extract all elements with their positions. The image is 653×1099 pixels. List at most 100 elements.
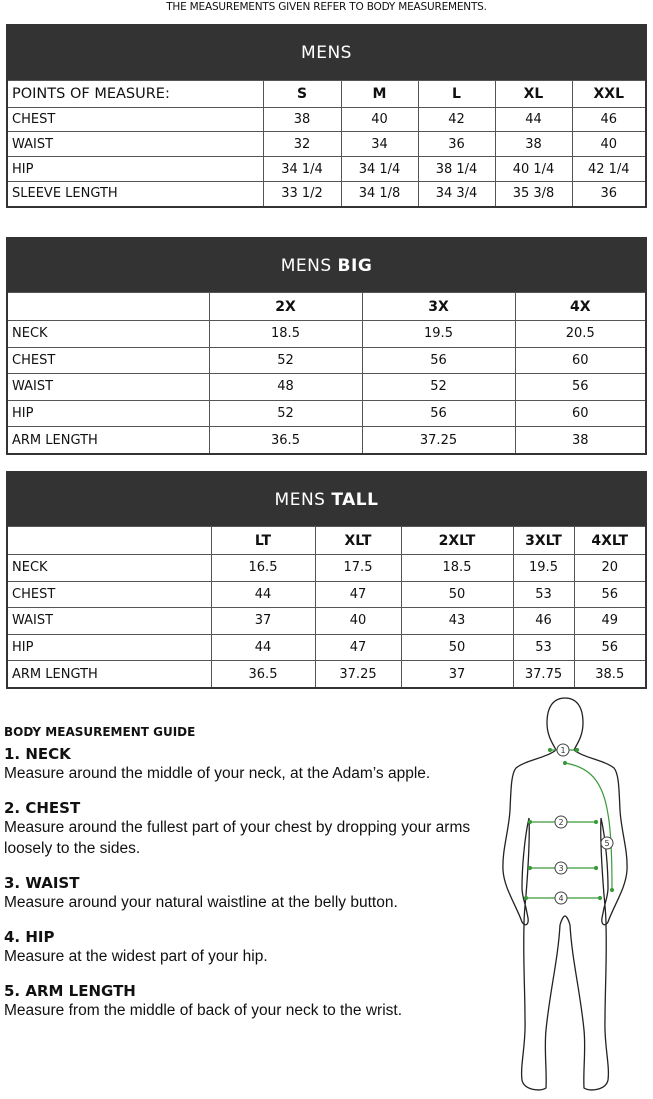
- measure-value: 37: [210, 607, 316, 635]
- measure-value: 60: [514, 399, 647, 428]
- measure-label: SLEEVE LENGTH: [6, 180, 264, 208]
- measure-value: 40: [571, 131, 647, 158]
- table-title: MENS: [7, 25, 646, 81]
- measure-value: 42 1/4: [571, 156, 647, 182]
- size-header: 4X: [514, 292, 647, 322]
- size-header: 2X: [208, 292, 363, 322]
- measure-value: 37.25: [361, 426, 516, 455]
- mens-tall-size-table: MENS TALL LT XLT 2XLT 3XLT 4XLT NECK 16.5 17.5 1…: [6, 471, 647, 689]
- measure-value: 40 1/4: [494, 156, 573, 182]
- measure-label: WAIST: [6, 373, 210, 401]
- measure-value: 48: [208, 373, 363, 401]
- measure-value: 37: [400, 660, 514, 689]
- measure-value: 44: [210, 633, 316, 662]
- measure-value: 56: [514, 373, 647, 401]
- measure-label: ARM LENGTH: [6, 660, 212, 689]
- measure-value: 34: [340, 131, 419, 158]
- size-header: XLT: [314, 526, 402, 556]
- table-row: WAIST 48 52 56: [6, 373, 647, 401]
- measure-value: 50: [400, 580, 514, 609]
- measure-label: HIP: [6, 399, 210, 428]
- measure-value: 34 1/4: [340, 156, 419, 182]
- guide-item-title: 3. WAIST: [4, 874, 80, 892]
- measure-label: NECK: [6, 554, 212, 582]
- measurement-note: THE MEASUREMENTS GIVEN REFER TO BODY MEA…: [166, 1, 487, 13]
- header-label: [6, 526, 212, 556]
- guide-title: BODY MEASUREMENT GUIDE: [4, 725, 196, 739]
- table-row: WAIST 37 40 43 46 49: [6, 607, 647, 635]
- marker-number: 5: [604, 839, 609, 848]
- marker-circle: [556, 743, 570, 757]
- measure-label: ARM LENGTH: [6, 426, 210, 455]
- marker-number: 3: [558, 864, 563, 873]
- table-row: ARM LENGTH 36.5 37.25 38: [6, 426, 647, 455]
- table-row: HIP 34 1/4 34 1/4 38 1/4 40 1/4 42 1/4: [6, 156, 647, 182]
- measure-value: 38: [514, 426, 647, 455]
- measure-label: HIP: [6, 156, 264, 182]
- measure-value: 56: [361, 346, 516, 375]
- size-header: 3XLT: [512, 526, 575, 556]
- measure-value: 34 1/8: [340, 180, 419, 208]
- body-measurement-guide: BODY MEASUREMENT GUIDE 1. NECK Measure ar…: [4, 725, 474, 1036]
- measure-value: 56: [361, 399, 516, 428]
- measure-value: 35 3/8: [494, 180, 573, 208]
- body-figure-illustration: 1 2 3 4 5: [502, 697, 628, 1091]
- header-label: POINTS OF MEASURE:: [6, 80, 264, 108]
- guide-item-text: Measure around the fullest part of your …: [4, 819, 471, 857]
- measure-value: 36.5: [210, 660, 316, 689]
- measure-value: 17.5: [314, 554, 402, 582]
- guide-item-text: Measure at the widest part of your hip.: [4, 948, 268, 965]
- measure-value: 44: [210, 580, 316, 609]
- measure-value: 46: [512, 607, 575, 635]
- measure-value: 52: [208, 346, 363, 375]
- table-row: NECK 18.5 19.5 20.5: [6, 320, 647, 348]
- measurement-lines: [523, 747, 615, 901]
- mens-size-table: MENS POINTS OF MEASURE: S M L XL XXL CHEST 38 40…: [6, 24, 647, 208]
- measure-value: 56: [573, 580, 647, 609]
- guide-item-title: 1. NECK: [4, 745, 71, 763]
- table-row: WAIST 32 34 36 38 40: [6, 131, 647, 158]
- header-label: [6, 292, 210, 322]
- measure-label: CHEST: [6, 580, 212, 609]
- guide-item-text: Measure from the middle of back of your …: [4, 1002, 403, 1019]
- measure-value: 49: [573, 607, 647, 635]
- header-row: 2X 3X 4X: [6, 292, 647, 322]
- guide-item: 4. HIP Measure at the widest part of your…: [4, 928, 474, 967]
- size-header: 2XLT: [400, 526, 514, 556]
- size-header: XXL: [571, 80, 647, 108]
- measure-value: 18.5: [400, 554, 514, 582]
- measure-value: 20: [573, 554, 647, 582]
- measure-value: 40: [314, 607, 402, 635]
- guide-item-title: 2. CHEST: [4, 799, 81, 817]
- table-row: SLEEVE LENGTH 33 1/2 34 1/8 34 3/4 35 3/8 36: [6, 180, 647, 208]
- guide-item: 5. ARM LENGTH Measure from the middle of …: [4, 982, 474, 1021]
- measure-value: 16.5: [210, 554, 316, 582]
- measure-value: 42: [417, 106, 496, 133]
- table-row: CHEST 44 47 50 53 56: [6, 580, 647, 609]
- measure-value: 37.25: [314, 660, 402, 689]
- measure-label: NECK: [6, 320, 210, 348]
- marker-circle: [554, 891, 568, 905]
- measure-value: 37.75: [512, 660, 575, 689]
- measure-label: CHEST: [6, 346, 210, 375]
- measure-label: CHEST: [6, 106, 264, 133]
- measure-value: 40: [340, 106, 419, 133]
- measure-value: 47: [314, 633, 402, 662]
- size-header: 4XLT: [573, 526, 647, 556]
- table-title: MENS TALL: [7, 472, 646, 527]
- table-row: CHEST 38 40 42 44 46: [6, 106, 647, 133]
- measure-value: 38 1/4: [417, 156, 496, 182]
- measure-value: 56: [573, 633, 647, 662]
- table-row: HIP 52 56 60: [6, 399, 647, 428]
- measure-value: 18.5: [208, 320, 363, 348]
- marker-circle: [554, 815, 568, 829]
- mens-big-size-table: MENS BIG 2X 3X 4X NECK 18.5 19.5 20.5 CHEST 52 56…: [6, 237, 647, 455]
- guide-item-text: Measure around your natural waistline at…: [4, 894, 398, 911]
- measure-value: 34 3/4: [417, 180, 496, 208]
- measure-label: WAIST: [6, 607, 212, 635]
- measure-value: 33 1/2: [262, 180, 342, 208]
- measure-value: 38: [494, 131, 573, 158]
- guide-item-title: 5. ARM LENGTH: [4, 982, 136, 1000]
- measure-value: 19.5: [361, 320, 516, 348]
- marker-circle: [600, 836, 614, 850]
